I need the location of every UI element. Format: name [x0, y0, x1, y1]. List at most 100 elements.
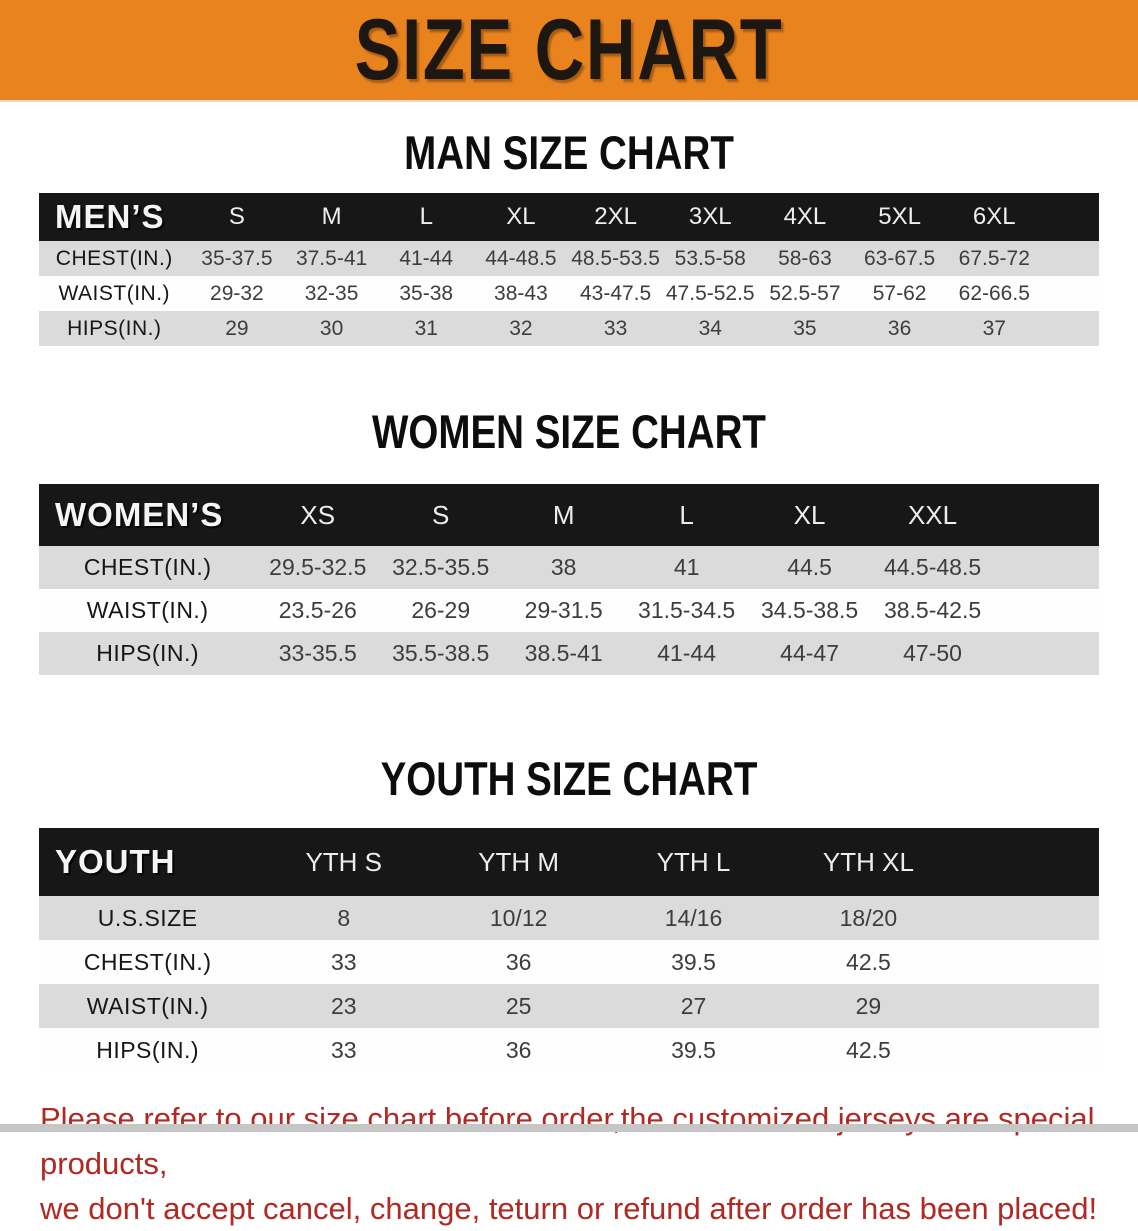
spacer-cell	[956, 940, 1099, 984]
women-size-chart-heading: WOMEN SIZE CHART	[372, 405, 766, 458]
size-column-header: YTH S	[305, 846, 383, 877]
size-value-cell: 38.5-42.5	[883, 597, 982, 623]
size-column-header: 3XL	[688, 203, 732, 230]
size-value-cell: 52.5-57	[769, 281, 841, 305]
size-value-cell: 32-35	[304, 281, 359, 305]
row-label: WAIST(IN.)	[86, 597, 209, 623]
banner-title: SIZE CHART	[354, 2, 784, 98]
spacer-cell	[1042, 311, 1099, 346]
size-value-cell: 33	[603, 316, 628, 340]
spacer-cell	[956, 984, 1099, 1028]
row-label: HIPS(IN.)	[67, 316, 162, 340]
size-value-cell: 39.5	[671, 1036, 716, 1063]
measurement-row: WAIST(IN.) 23.5-26 26-29 29-31.5 31.5-34.5 34…	[39, 589, 1099, 632]
spacer-cell	[1042, 193, 1099, 241]
measurement-row: WAIST(IN.) 23 25 27 29	[39, 984, 1099, 1028]
measurement-row: CHEST(IN.) 35-37.5 37.5-41 41-44 44-48.5 48.5…	[39, 241, 1099, 276]
size-value-cell: 32.5-35.5	[392, 554, 490, 580]
measurement-row: U.S.SIZE 8 10/12 14/16 18/20	[39, 896, 1099, 940]
size-column-header: L	[679, 499, 694, 530]
row-label: CHEST(IN.)	[55, 246, 173, 270]
measurement-row: WAIST(IN.) 29-32 32-35 35-38 38-43 43-47.5 47.…	[39, 276, 1099, 311]
size-value-cell: 47.5-52.5	[665, 281, 755, 305]
row-label: U.S.SIZE	[97, 904, 198, 931]
size-value-cell: 48.5-53.5	[571, 246, 660, 270]
size-value-cell: 63-67.5	[863, 246, 936, 270]
size-value-cell: 23.5-26	[278, 597, 357, 623]
size-value-cell: 44-48.5	[485, 246, 557, 270]
size-value-cell: 47-50	[903, 640, 962, 666]
size-column-header: 4XL	[783, 203, 827, 230]
size-value-cell: 33	[330, 948, 357, 975]
size-value-cell: 57-62	[872, 281, 927, 305]
size-column-header: 6XL	[972, 203, 1016, 230]
size-value-cell: 29	[855, 992, 882, 1019]
size-value-cell: 35-37.5	[201, 246, 273, 270]
size-value-cell: 36	[505, 1036, 532, 1063]
size-value-cell: 33-35.5	[278, 640, 357, 666]
spacer-cell	[956, 1028, 1099, 1072]
size-column-header: S	[432, 499, 450, 530]
size-value-cell: 39.5	[671, 948, 716, 975]
spacer-cell	[994, 632, 1099, 675]
table-title-cell: WOMEN’S	[55, 496, 224, 533]
size-value-cell: 25	[505, 992, 532, 1019]
size-column-header: XS	[300, 499, 336, 530]
row-label: HIPS(IN.)	[96, 1036, 200, 1063]
size-value-cell: 18/20	[839, 904, 898, 931]
table-title-cell: MEN’S	[55, 198, 165, 235]
spacer-cell	[994, 589, 1099, 632]
size-column-header: XL	[793, 499, 826, 530]
women-size-table: WOMEN’S XS S M L XL XXL CHEST(IN.) 29.5-32.5 32.5…	[39, 484, 1099, 675]
size-column-header: 5XL	[878, 203, 921, 230]
size-value-cell: 34.5-38.5	[760, 597, 859, 623]
row-label: WAIST(IN.)	[86, 992, 209, 1019]
size-value-cell: 29-31.5	[524, 597, 603, 623]
measurement-row: HIPS(IN.) 29 30 31 32 33 34 35 36 37	[39, 311, 1099, 346]
measurement-row: CHEST(IN.) 29.5-32.5 32.5-35.5 38 41 44.5 44.5…	[39, 546, 1099, 589]
bottom-border-strip	[0, 1124, 1138, 1132]
size-column-header: YTH L	[656, 846, 731, 877]
disclaimer-text: Please refer to our size chart before or…	[40, 1096, 1118, 1231]
spacer-cell	[1042, 241, 1099, 276]
size-value-cell: 26-29	[411, 597, 471, 623]
size-value-cell: 35.5-38.5	[392, 640, 490, 666]
row-label: CHEST(IN.)	[83, 554, 212, 580]
disclaimer-line-1: Please refer to our size chart before or…	[40, 1101, 1095, 1181]
size-value-cell: 29-32	[210, 281, 264, 305]
size-column-header: YTH XL	[822, 846, 914, 877]
size-value-cell: 67.5-72	[958, 246, 1030, 270]
size-value-cell: 35-38	[399, 281, 454, 305]
size-value-cell: 53.5-58	[674, 246, 746, 270]
size-value-cell: 41-44	[657, 640, 717, 666]
size-column-header: M	[552, 499, 575, 530]
men-size-table: MEN’S S M L XL 2XL 3XL 4XL 5XL 6XL CHEST(IN.) 35-37…	[39, 193, 1099, 346]
size-column-header: S	[228, 203, 245, 230]
table-header-row: MEN’S S M L XL 2XL 3XL 4XL 5XL 6XL	[39, 193, 1099, 241]
table-header-row: WOMEN’S XS S M L XL XXL	[39, 484, 1099, 546]
size-value-cell: 29	[225, 316, 249, 340]
size-value-cell: 38	[550, 554, 577, 580]
row-label: HIPS(IN.)	[96, 640, 200, 666]
size-value-cell: 32	[509, 316, 533, 340]
table-header-row: YOUTH YTH S YTH M YTH L YTH XL	[39, 828, 1099, 896]
size-value-cell: 42.5	[846, 948, 891, 975]
size-chart-banner: SIZE CHART	[0, 0, 1138, 102]
size-column-header: XL	[506, 203, 536, 230]
size-value-cell: 35	[793, 316, 817, 340]
measurement-row: HIPS(IN.) 33-35.5 35.5-38.5 38.5-41 41-44 44-…	[39, 632, 1099, 675]
size-column-header: 2XL	[594, 203, 637, 230]
size-value-cell: 29.5-32.5	[269, 554, 367, 580]
spacer-cell	[956, 896, 1099, 940]
measurement-row: CHEST(IN.) 33 36 39.5 42.5	[39, 940, 1099, 984]
size-value-cell: 38-43	[494, 281, 548, 305]
size-column-header: YTH M	[478, 846, 560, 877]
table-title-cell: YOUTH	[55, 843, 176, 880]
size-value-cell: 44-47	[780, 640, 839, 666]
measurement-row: HIPS(IN.) 33 36 39.5 42.5	[39, 1028, 1099, 1072]
size-value-cell: 23	[330, 992, 357, 1019]
size-value-cell: 41	[673, 554, 700, 580]
spacer-cell	[956, 828, 1099, 896]
man-size-chart-heading: MAN SIZE CHART	[404, 126, 734, 179]
size-column-header: XXL	[907, 499, 958, 530]
